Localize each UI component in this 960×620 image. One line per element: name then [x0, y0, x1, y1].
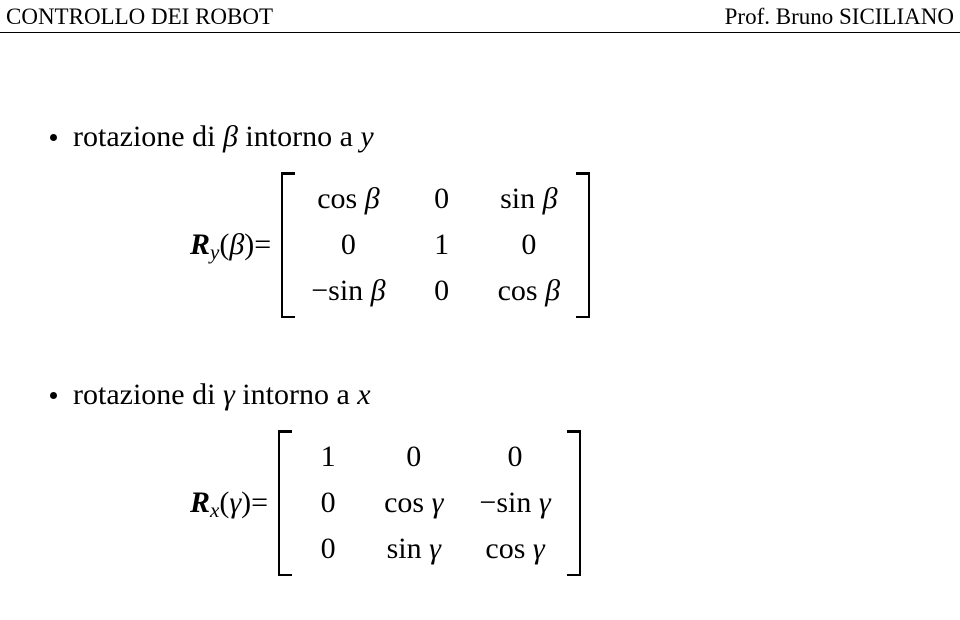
- rx-cell-00: 1: [308, 440, 348, 474]
- ry-close: ): [244, 228, 254, 262]
- rx-R: R: [190, 486, 210, 520]
- rx-cell-12: −sin γ: [479, 486, 550, 520]
- bullet-rotation-y: rotazione di β intorno a y: [50, 120, 910, 154]
- bullet1-text: rotazione di β intorno a y: [73, 120, 374, 154]
- page-header: CONTROLLO DEI ROBOT Prof. Bruno SICILIAN…: [0, 4, 960, 30]
- rx-cell-20: 0: [308, 532, 348, 566]
- rx-open: (: [219, 486, 229, 520]
- bullet2-prefix: rotazione di: [73, 378, 223, 411]
- ry-c02b: β: [543, 182, 558, 215]
- rx-c11a: cos: [384, 486, 432, 519]
- ry-cell-10: 0: [311, 228, 385, 262]
- rx-sub: x: [210, 498, 219, 523]
- bullet1-var: β: [223, 120, 238, 153]
- ry-cell-01: 0: [422, 182, 462, 216]
- ry-cell-22: cos β: [498, 274, 560, 308]
- matrix-ry-lhs: Ry(β) =: [190, 228, 271, 262]
- rx-bracket-right-icon: [565, 430, 581, 576]
- rx-c12a: −sin: [479, 486, 538, 519]
- ry-c02a: sin: [500, 182, 543, 215]
- bullet2-var: γ: [223, 378, 235, 411]
- rx-c22a: cos: [485, 532, 533, 565]
- rx-c11b: γ: [432, 486, 444, 519]
- rx-bracket-left-icon: [278, 430, 294, 576]
- bullet1-prefix: rotazione di: [73, 120, 223, 153]
- bullet-rotation-x: rotazione di γ intorno a x: [50, 378, 910, 412]
- header-right-prefix: Prof.: [725, 4, 776, 29]
- rx-cell-11: cos γ: [384, 486, 443, 520]
- ry-c00b: β: [365, 182, 380, 215]
- matrix-rx: Rx(γ) = 1 0 0 0 cos γ −sin γ 0 sin γ cos…: [190, 430, 910, 576]
- bullet-dot-icon: [50, 392, 57, 399]
- header-right-name: Bruno SICILIANO: [776, 4, 954, 29]
- bullet2-mid: intorno a: [235, 378, 357, 411]
- ry-cell-21: 0: [422, 274, 462, 308]
- bullet1-mid: intorno a: [238, 120, 360, 153]
- ry-c22a: cos: [498, 274, 546, 307]
- rx-matrix: 1 0 0 0 cos γ −sin γ 0 sin γ cos γ: [278, 430, 581, 576]
- rx-close: ): [241, 486, 251, 520]
- rx-c12b: γ: [539, 486, 551, 519]
- rx-cell-10: 0: [308, 486, 348, 520]
- content: rotazione di β intorno a y Ry(β) = cos β…: [50, 120, 910, 620]
- ry-R: R: [190, 228, 210, 262]
- rx-matrix-grid: 1 0 0 0 cos γ −sin γ 0 sin γ cos γ: [294, 430, 565, 576]
- ry-cell-00: cos β: [311, 182, 385, 216]
- ry-c22b: β: [545, 274, 560, 307]
- ry-sub: y: [210, 240, 219, 265]
- ry-bracket-right-icon: [574, 172, 590, 318]
- page: CONTROLLO DEI ROBOT Prof. Bruno SICILIAN…: [0, 0, 960, 620]
- ry-cell-02: sin β: [498, 182, 560, 216]
- ry-c20b: β: [371, 274, 386, 307]
- ry-bracket-left-icon: [281, 172, 297, 318]
- ry-matrix: cos β 0 sin β 0 1 0 −sin β 0 cos β: [281, 172, 590, 318]
- matrix-rx-lhs: Rx(γ) =: [190, 486, 268, 520]
- ry-cell-20: −sin β: [311, 274, 385, 308]
- bullet-dot-icon: [50, 134, 57, 141]
- rx-cell-21: sin γ: [384, 532, 443, 566]
- header-right: Prof. Bruno SICILIANO: [725, 4, 954, 30]
- rx-arg: γ: [229, 486, 241, 520]
- rx-cell-02: 0: [479, 440, 550, 474]
- ry-matrix-grid: cos β 0 sin β 0 1 0 −sin β 0 cos β: [297, 172, 574, 318]
- bullet1-axis: y: [360, 120, 373, 153]
- ry-cell-11: 1: [422, 228, 462, 262]
- bullet2-axis: x: [357, 378, 370, 411]
- rx-c22b: γ: [533, 532, 545, 565]
- header-rule: [0, 32, 960, 33]
- rx-c21a: sin: [387, 532, 430, 565]
- ry-c20a: −sin: [311, 274, 370, 307]
- ry-eq: =: [254, 228, 271, 262]
- bullet2-text: rotazione di γ intorno a x: [73, 378, 371, 412]
- header-left: CONTROLLO DEI ROBOT: [6, 4, 273, 30]
- ry-c00a: cos: [317, 182, 365, 215]
- ry-arg: β: [229, 228, 244, 262]
- rx-cell-01: 0: [384, 440, 443, 474]
- rx-cell-22: cos γ: [479, 532, 550, 566]
- matrix-ry: Ry(β) = cos β 0 sin β 0 1 0 −sin β 0 cos…: [190, 172, 910, 318]
- rx-eq: =: [251, 486, 268, 520]
- ry-open: (: [219, 228, 229, 262]
- rx-c21b: γ: [429, 532, 441, 565]
- ry-cell-12: 0: [498, 228, 560, 262]
